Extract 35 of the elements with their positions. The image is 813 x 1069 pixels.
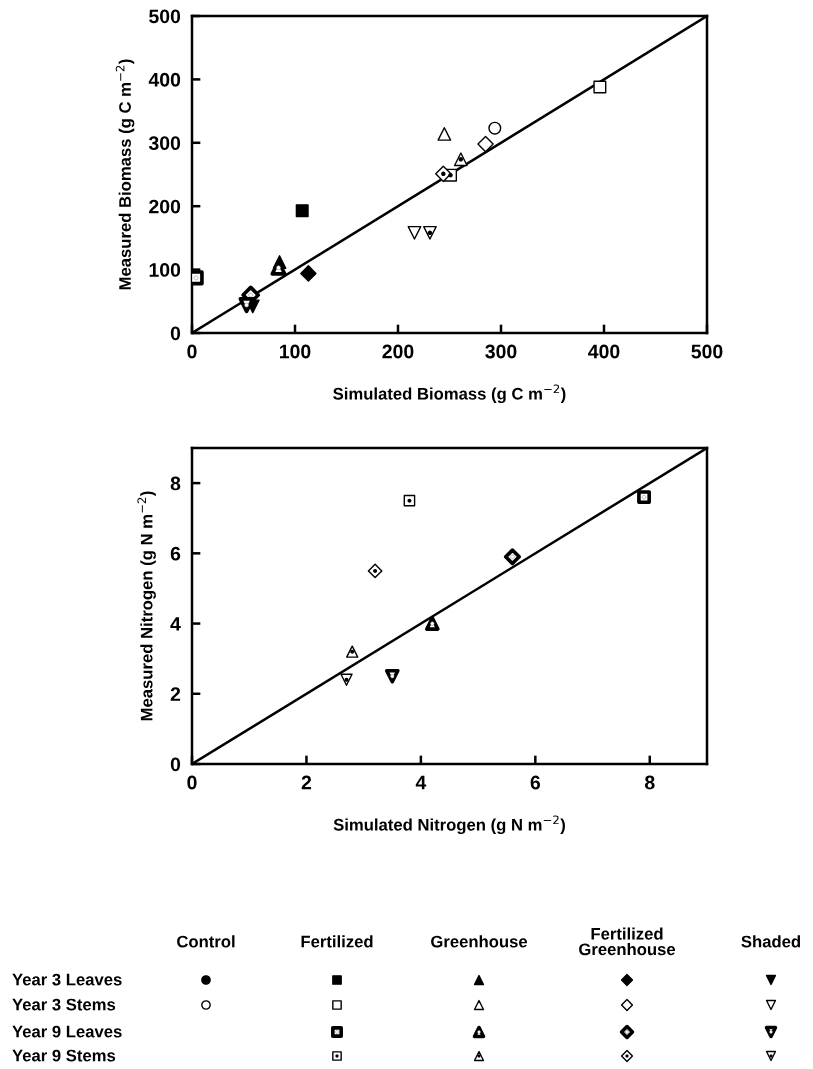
- x-tick-label: 2: [301, 775, 312, 790]
- x-axis-title: Simulated Nitrogen (g N m$^{−2}$): [333, 815, 565, 835]
- y-tick-label: 200: [149, 199, 181, 214]
- x-tick-label: 0: [187, 344, 197, 359]
- x-axis-title: Simulated Biomass (g C m$^{−2}$): [333, 384, 566, 404]
- x-tick-label: 500: [691, 344, 723, 359]
- y-tick-label: 500: [149, 9, 181, 24]
- category-label: Greenhouse: [431, 935, 528, 948]
- y-tick-label: 0: [170, 757, 181, 772]
- y-tick-label: 0: [170, 326, 181, 341]
- x-tick-label: 200: [382, 344, 414, 359]
- y-tick-label: 4: [170, 617, 181, 631]
- x-tick-label: 100: [280, 344, 311, 359]
- category-label: Year 3 Stems: [12, 998, 116, 1011]
- x-tick-label: 8: [644, 775, 655, 790]
- category-label: Year 3 Leaves: [12, 973, 122, 986]
- category-label: Fertilized: [301, 935, 373, 948]
- category-label: Control: [177, 935, 235, 948]
- category-label: Shaded: [741, 935, 800, 948]
- y-tick-label: 100: [149, 263, 181, 277]
- y-axis-title: Measured Biomass (g C m$^{−2}$): [115, 59, 135, 290]
- y-tick-label: 400: [148, 72, 181, 87]
- x-tick-label: 4: [415, 775, 427, 790]
- y-tick-label: 2: [170, 687, 181, 701]
- x-tick-label: 300: [485, 344, 517, 359]
- category-label: Year 9 Leaves: [12, 1025, 122, 1038]
- y-tick-label: 6: [170, 546, 181, 561]
- x-tick-label: 400: [588, 344, 620, 359]
- x-tick-label: 0: [187, 775, 197, 790]
- y-tick-label: 300: [148, 136, 181, 151]
- category-label: Year 9 Stems: [12, 1049, 116, 1062]
- category-label: Fertilized Greenhouse: [579, 927, 676, 956]
- y-axis-title: Measured Nitrogen (g N m$^{−2}$): [137, 491, 156, 721]
- x-tick-label: 6: [530, 775, 541, 790]
- y-tick-label: 8: [170, 476, 181, 491]
